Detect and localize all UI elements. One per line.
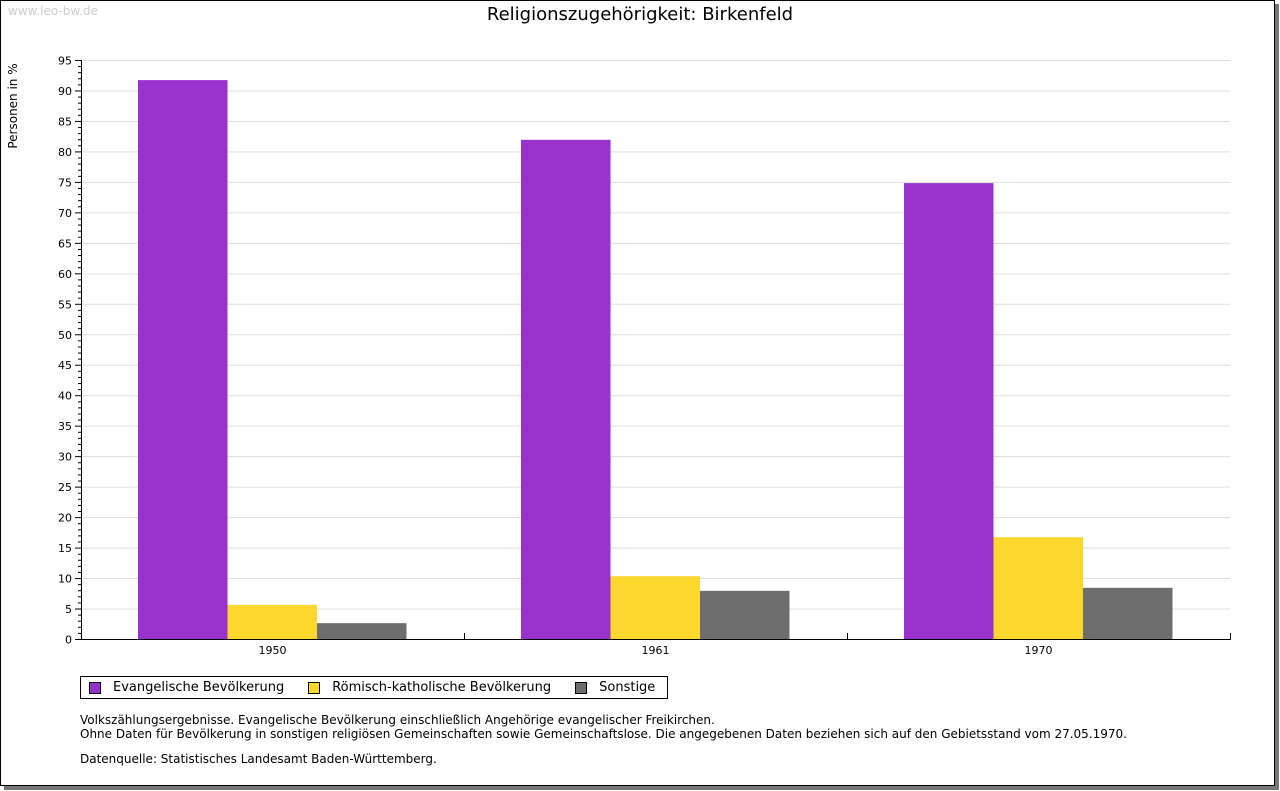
bar-1961-0: [521, 139, 611, 639]
y-tick-label: 0: [65, 634, 72, 647]
bar-1950-2: [317, 623, 407, 639]
y-tick-label: 65: [58, 237, 72, 250]
y-tick-label: 35: [58, 420, 72, 433]
chart-notes: Volkszählungsergebnisse. Evangelische Be…: [80, 713, 1127, 741]
legend-item-sonstige: Sonstige: [575, 680, 655, 695]
legend-item-evangelisch: Evangelische Bevölkerung: [89, 680, 284, 695]
y-tick-label: 25: [58, 481, 72, 494]
y-tick-label: 75: [58, 176, 72, 189]
chart-title: Religionszugehörigkeit: Birkenfeld: [486, 4, 794, 25]
y-tick-label: 5: [65, 603, 72, 616]
x-tick-label: 1961: [642, 644, 670, 657]
legend-swatch: [308, 681, 321, 694]
y-tick-label: 15: [58, 542, 72, 555]
legend-item-katholisch: Römisch-katholische Bevölkerung: [308, 680, 551, 695]
y-tick-label: 10: [58, 573, 72, 586]
bar-1970-2: [1083, 587, 1173, 639]
legend-swatch: [575, 681, 588, 694]
y-tick-label: 50: [58, 329, 72, 342]
bar-1961-2: [700, 590, 790, 639]
watermark: www.leo-bw.de: [8, 4, 98, 18]
bar-1961-1: [610, 576, 700, 639]
y-tick-label: 85: [58, 115, 72, 128]
note-line: Volkszählungsergebnisse. Evangelische Be…: [80, 713, 715, 727]
legend: Evangelische Bevölkerung Römisch-katholi…: [80, 676, 669, 699]
y-tick-label: 80: [58, 146, 72, 159]
x-tick-label: 1950: [259, 644, 287, 657]
bar-1950-1: [227, 604, 317, 639]
bar-chart: 0 5 10 15 20 25 30 35 40 45 50 55 60 65 70 75 80 85 90 95 19…: [58, 55, 1231, 657]
x-tick-label: 1970: [1025, 644, 1053, 657]
bar-1950-0: [138, 80, 228, 640]
data-source: Datenquelle: Statistisches Landesamt Bad…: [80, 752, 437, 766]
y-tick-label: 55: [58, 298, 72, 311]
y-tick-label: 45: [58, 359, 72, 372]
bar-1970-0: [904, 183, 994, 639]
y-tick-label: 20: [58, 512, 72, 525]
bar-1970-1: [993, 537, 1083, 639]
legend-swatch: [89, 681, 101, 694]
legend-label: Sonstige: [599, 680, 656, 695]
legend-label: Römisch-katholische Bevölkerung: [332, 680, 552, 695]
y-tick-label: 60: [58, 268, 72, 281]
y-tick-label: 95: [58, 55, 72, 68]
y-tick-label: 30: [58, 451, 72, 464]
legend-label: Evangelische Bevölkerung: [113, 680, 285, 695]
y-tick-label: 90: [58, 85, 72, 98]
note-line: Ohne Daten für Bevölkerung in sonstigen …: [80, 727, 1127, 741]
y-tick-label: 70: [58, 207, 72, 220]
y-tick-label: 40: [58, 390, 72, 403]
